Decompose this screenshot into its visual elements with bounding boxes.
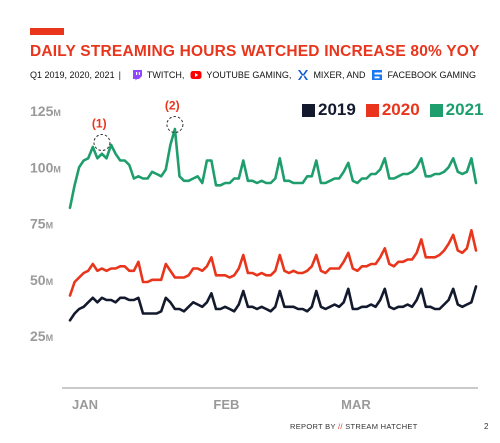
footer-report-by: REPORT BY xyxy=(290,422,336,431)
series-line-2020 xyxy=(68,229,478,297)
legend-label-2021: 2021 xyxy=(445,100,484,119)
youtube-icon xyxy=(190,71,202,79)
series-line-2019 xyxy=(68,285,478,322)
footer-credit: REPORT BY // STREAM HATCHET xyxy=(290,422,418,431)
x-tick-label-feb: FEB xyxy=(213,397,239,412)
legend-swatch-2020 xyxy=(365,103,379,117)
page-title: DAILY STREAMING HOURS WATCHED INCREASE 8… xyxy=(30,43,480,60)
footer-slashes: // xyxy=(338,422,343,431)
legend-item-2019: 2019 xyxy=(302,100,356,120)
twitch-icon xyxy=(132,70,142,81)
accent-bar xyxy=(30,28,64,35)
legend-label-2019: 2019 xyxy=(318,100,356,119)
mixer-icon xyxy=(298,70,309,80)
series-line-2021 xyxy=(68,127,478,210)
annotation-label-2: (2) xyxy=(165,99,180,113)
legend-item-2020: 2020 xyxy=(365,100,420,120)
page-number: 2 xyxy=(484,422,489,431)
platform-twitch: TWITCH, xyxy=(146,70,185,80)
facebook-gaming-icon xyxy=(372,70,383,80)
platform-youtube: YOUTUBE GAMING, xyxy=(206,70,292,80)
annotation-circle-1 xyxy=(93,134,111,151)
annotation-circle-2 xyxy=(166,116,184,133)
separator: | xyxy=(118,70,121,80)
x-tick-label-mar: MAR xyxy=(341,397,371,412)
chart-legend: 2019 2020 2021 xyxy=(302,100,483,120)
platform-mixer: MIXER, AND xyxy=(313,70,366,80)
x-tick-label-jan: JAN xyxy=(72,397,98,412)
legend-swatch-2019 xyxy=(302,103,315,117)
period-label: Q1 2019, 2020, 2021 xyxy=(30,70,115,80)
subtitle: Q1 2019, 2020, 2021 | TWITCH, YOUTUBE GA… xyxy=(30,69,478,81)
y-tick-label-100: 100M xyxy=(30,159,61,175)
platform-facebook-gaming: FACEBOOK GAMING xyxy=(387,70,476,80)
footer-brand: STREAM HATCHET xyxy=(345,422,418,431)
y-tick-label-75: 75M xyxy=(30,216,53,232)
legend-item-2021: 2021 xyxy=(429,100,484,120)
y-tick-label-25: 25M xyxy=(30,328,53,344)
y-tick-label-50: 50M xyxy=(30,272,53,288)
y-tick-label-125: 125M xyxy=(30,103,61,119)
legend-swatch-2021 xyxy=(429,103,443,117)
legend-label-2020: 2020 xyxy=(381,100,420,119)
annotation-label-1: (1) xyxy=(92,117,107,131)
